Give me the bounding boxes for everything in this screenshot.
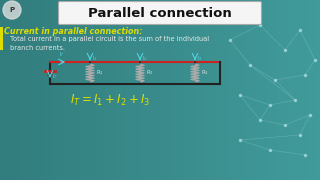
FancyBboxPatch shape: [59, 1, 261, 24]
Circle shape: [3, 1, 21, 19]
Bar: [0, 27, 3, 50]
Text: Total current in a parallel circuit is the sum of the individual
branch currents: Total current in a parallel circuit is t…: [10, 36, 209, 51]
Text: Current in parallel connection:: Current in parallel connection:: [4, 27, 142, 36]
Text: I$_3$: I$_3$: [197, 54, 202, 63]
Text: R$_2$: R$_2$: [146, 69, 154, 77]
Text: $I_T = I_1 + I_2 + I_3$: $I_T = I_1 + I_2 + I_3$: [70, 93, 150, 108]
Text: I$_1$: I$_1$: [92, 54, 97, 63]
Text: I$_T$: I$_T$: [59, 50, 65, 59]
Text: I$_T$: I$_T$: [52, 73, 58, 82]
Text: R$_1$: R$_1$: [96, 69, 104, 77]
Text: Parallel connection: Parallel connection: [88, 6, 232, 19]
Text: R$_3$: R$_3$: [201, 69, 209, 77]
Text: P: P: [9, 7, 15, 13]
Text: I$_2$: I$_2$: [142, 54, 147, 63]
